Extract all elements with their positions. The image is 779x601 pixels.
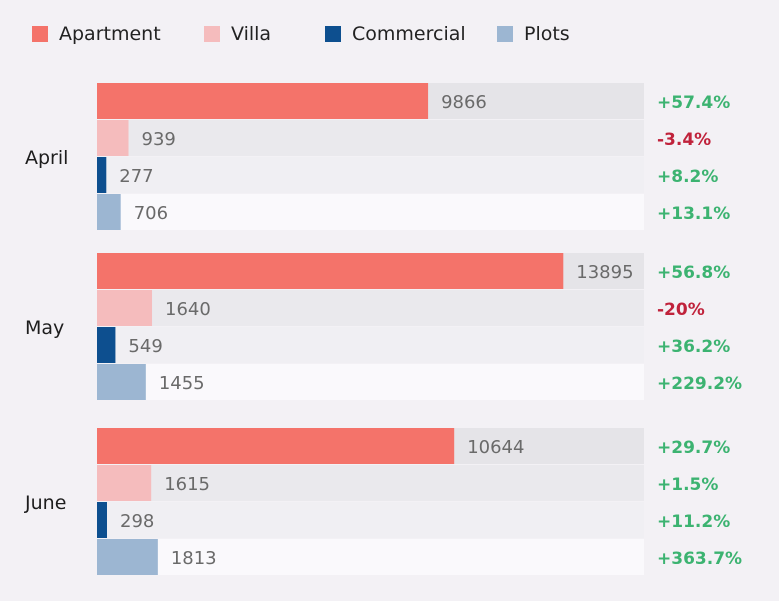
bar-june-villa bbox=[97, 465, 152, 501]
legend-label-commercial: Commercial bbox=[352, 23, 466, 45]
bar-june-commercial bbox=[97, 502, 108, 538]
value-label-april-villa: 939 bbox=[142, 129, 176, 150]
legend-label-villa: Villa bbox=[231, 23, 272, 45]
bar-june-apartment bbox=[97, 428, 455, 464]
legend-swatch-villa bbox=[204, 26, 220, 42]
bar-track-june-villa bbox=[97, 465, 644, 501]
change-label-april-plots: +13.1% bbox=[657, 204, 730, 224]
bar-june-plots bbox=[97, 539, 158, 575]
change-label-may-villa: -20% bbox=[657, 300, 705, 320]
bar-may-commercial bbox=[97, 327, 116, 363]
value-label-may-plots: 1455 bbox=[159, 373, 205, 394]
change-label-june-villa: +1.5% bbox=[657, 475, 718, 495]
legend-item-plots[interactable]: Plots bbox=[497, 21, 570, 47]
bar-april-commercial bbox=[97, 157, 107, 193]
change-label-may-plots: +229.2% bbox=[657, 374, 742, 394]
legend-swatch-apartment bbox=[32, 26, 48, 42]
bar-track-april-commercial bbox=[97, 157, 644, 193]
bar-track-june-plots bbox=[97, 539, 644, 575]
bar-track-april-villa bbox=[97, 120, 644, 156]
value-label-april-plots: 706 bbox=[134, 203, 168, 224]
bar-track-april-plots bbox=[97, 194, 644, 230]
value-label-april-apartment: 9866 bbox=[441, 92, 487, 113]
bar-april-plots bbox=[97, 194, 121, 230]
bar-track-may-commercial bbox=[97, 327, 644, 363]
change-label-may-apartment: +56.8% bbox=[657, 263, 730, 283]
bar-may-plots bbox=[97, 364, 146, 400]
change-label-june-apartment: +29.7% bbox=[657, 438, 730, 458]
value-label-june-apartment: 10644 bbox=[467, 437, 524, 458]
value-label-june-plots: 1813 bbox=[171, 548, 217, 569]
category-label-june: June bbox=[24, 492, 66, 514]
value-label-may-villa: 1640 bbox=[165, 299, 211, 320]
category-label-may: May bbox=[25, 317, 64, 339]
legend-swatch-commercial bbox=[325, 26, 341, 42]
bar-april-villa bbox=[97, 120, 129, 156]
value-label-june-villa: 1615 bbox=[164, 474, 210, 495]
bar-track-may-villa bbox=[97, 290, 644, 326]
legend-label-apartment: Apartment bbox=[59, 23, 161, 45]
bar-april-apartment bbox=[97, 83, 429, 119]
value-label-june-commercial: 298 bbox=[120, 511, 154, 532]
change-label-june-commercial: +11.2% bbox=[657, 512, 730, 532]
change-label-april-apartment: +57.4% bbox=[657, 93, 730, 113]
bar-track-june-commercial bbox=[97, 502, 644, 538]
change-label-april-commercial: +8.2% bbox=[657, 167, 718, 187]
change-label-april-villa: -3.4% bbox=[657, 130, 711, 150]
bar-may-villa bbox=[97, 290, 153, 326]
value-label-may-commercial: 549 bbox=[128, 336, 162, 357]
legend-item-villa[interactable]: Villa bbox=[204, 21, 271, 47]
legend-swatch-plots bbox=[497, 26, 513, 42]
bar-track-may-plots bbox=[97, 364, 644, 400]
legend-item-commercial[interactable]: Commercial bbox=[325, 21, 466, 47]
legend-item-apartment[interactable]: Apartment bbox=[32, 21, 161, 47]
value-label-may-apartment: 13895 bbox=[576, 262, 633, 283]
bar-may-apartment bbox=[97, 253, 564, 289]
value-label-april-commercial: 277 bbox=[119, 166, 153, 187]
change-label-may-commercial: +36.2% bbox=[657, 337, 730, 357]
legend-label-plots: Plots bbox=[524, 23, 570, 45]
category-label-april: April bbox=[25, 147, 68, 169]
change-label-june-plots: +363.7% bbox=[657, 549, 742, 569]
